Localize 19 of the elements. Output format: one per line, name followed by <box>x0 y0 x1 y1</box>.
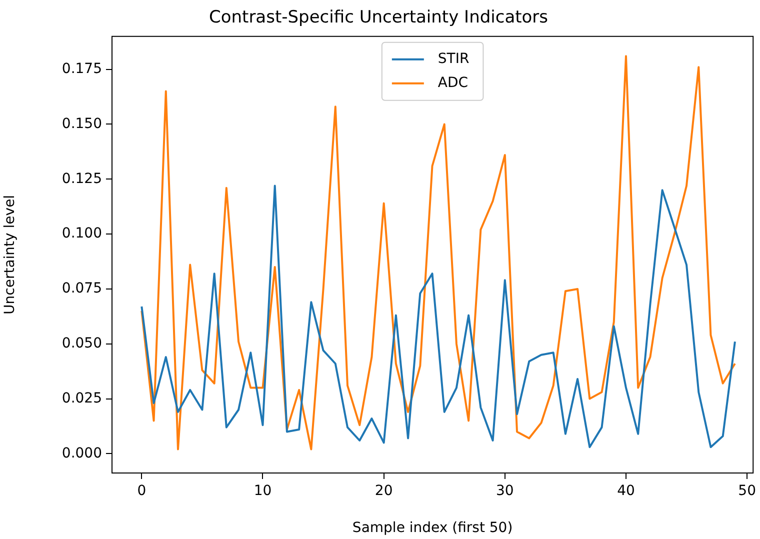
x-tick-label: 20 <box>374 483 393 500</box>
y-tick-label: 0.100 <box>62 226 102 242</box>
x-tick-label: 30 <box>496 483 514 500</box>
y-tick-label: 0.050 <box>62 336 102 352</box>
y-tick-label: 0.150 <box>62 116 102 132</box>
y-tick-label: 0.000 <box>62 445 102 462</box>
legend-label: STIR <box>438 51 470 68</box>
y-tick-label: 0.175 <box>62 60 102 77</box>
y-tick-label: 0.025 <box>62 390 102 406</box>
legend-label: ADC <box>438 75 468 92</box>
y-tick-label: 0.075 <box>62 280 102 297</box>
x-tick-label: 40 <box>617 483 635 500</box>
x-tick-label: 0 <box>137 483 146 500</box>
x-tick-label: 10 <box>254 483 272 500</box>
x-axis-title: Sample index (first 50) <box>352 520 513 536</box>
x-tick-label: 50 <box>738 483 756 500</box>
y-tick-label: 0.125 <box>62 170 102 187</box>
chart-title: Contrast-Specific Uncertainty Indicators <box>208 8 548 28</box>
y-axis-title: Uncertainty level <box>2 194 18 314</box>
